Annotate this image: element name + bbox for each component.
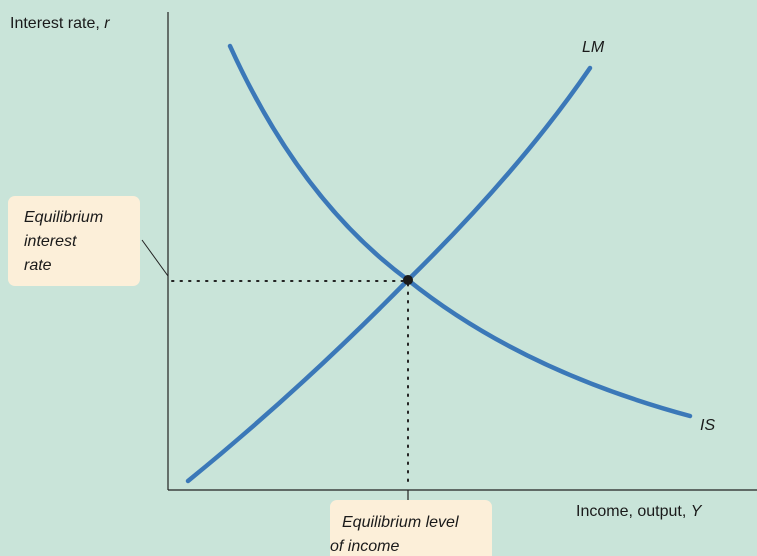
x-axis-label: Income, output, Y	[576, 503, 703, 520]
rate-callout	[8, 196, 140, 286]
is-label: IS	[700, 417, 715, 434]
lm-label: LM	[582, 39, 605, 56]
x-axis-variable: Y	[691, 503, 703, 520]
income-callout	[330, 500, 492, 556]
callout-line: Equilibrium level	[342, 514, 459, 531]
y-axis-label: Interest rate, r	[10, 15, 110, 32]
y-axis-variable: r	[104, 15, 110, 32]
callout-line: Equilibrium	[24, 209, 103, 226]
y-axis-text: Interest rate,	[10, 15, 104, 32]
callout-line: interest	[24, 233, 77, 250]
callout-line: rate	[24, 257, 52, 274]
equilibrium-point	[403, 275, 413, 285]
callout-line: of income	[330, 538, 399, 555]
x-axis-text: Income, output,	[576, 503, 691, 520]
leader-line	[141, 239, 169, 277]
